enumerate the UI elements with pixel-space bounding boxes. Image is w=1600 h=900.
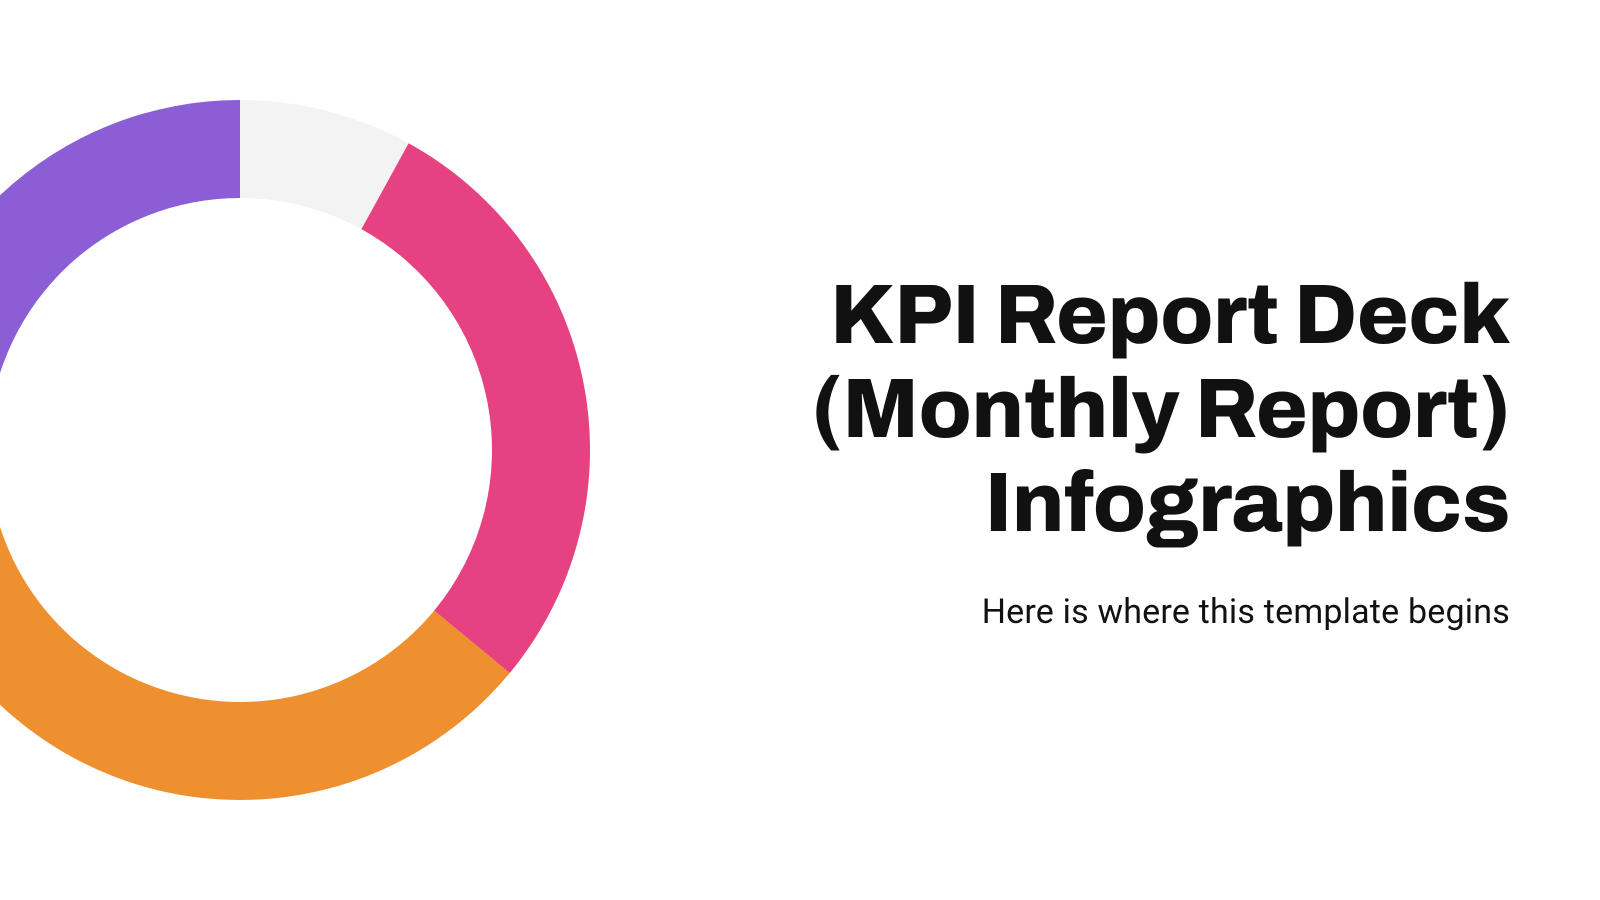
text-block: KPI Report Deck (Monthly Report) Infogra… (811, 268, 1510, 632)
title-line-2: (Monthly Report) (811, 362, 1510, 456)
title-line-1: KPI Report Deck (811, 268, 1510, 362)
donut-chart (0, 100, 590, 800)
slide-title: KPI Report Deck (Monthly Report) Infogra… (811, 268, 1510, 550)
slide-subtitle: Here is where this template begins (811, 592, 1510, 632)
donut-svg (0, 100, 590, 800)
title-line-3: Infographics (811, 456, 1510, 550)
donut-hole (0, 199, 492, 702)
